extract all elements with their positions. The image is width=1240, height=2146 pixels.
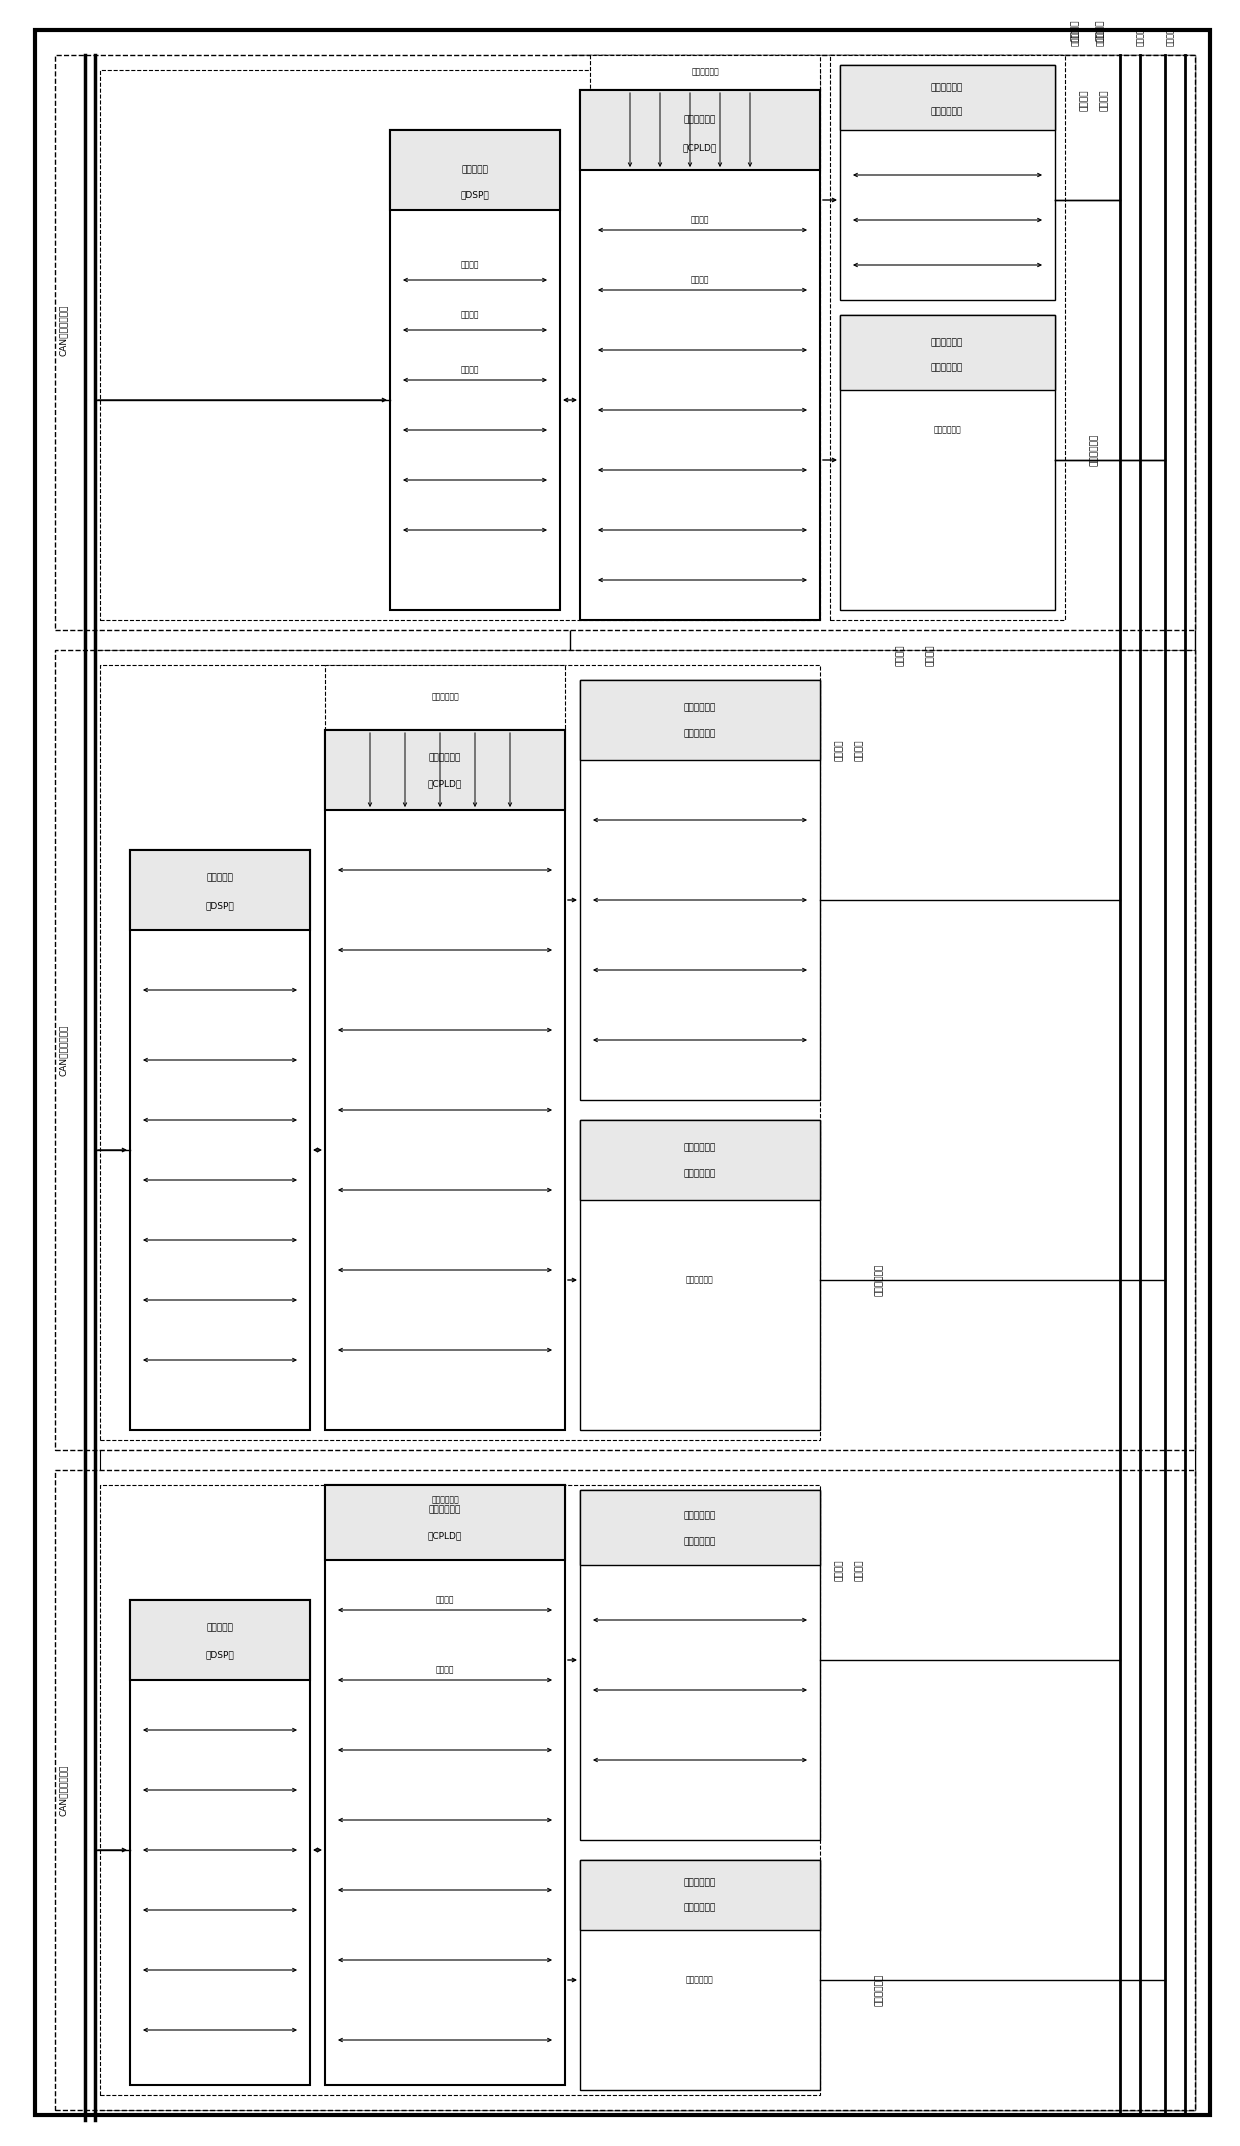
Bar bbox=[391, 131, 560, 609]
Text: 握手信号: 握手信号 bbox=[1136, 28, 1145, 47]
Text: CAN总线通信电路: CAN总线通信电路 bbox=[58, 1024, 67, 1075]
Text: 位置控制信号: 位置控制信号 bbox=[686, 1976, 714, 1985]
Text: CAN总线通信电路: CAN总线通信电路 bbox=[58, 1764, 67, 1816]
Bar bbox=[130, 1601, 310, 2086]
Bar bbox=[100, 665, 820, 1440]
Text: 逻辑处理电路: 逻辑处理电路 bbox=[429, 753, 461, 762]
Text: （隔离芯片）: （隔离芯片） bbox=[684, 1904, 717, 1912]
Text: CAN总线通信电路: CAN总线通信电路 bbox=[58, 305, 67, 356]
Bar bbox=[55, 650, 1195, 1451]
Text: 表决裁决信号: 表决裁决信号 bbox=[691, 67, 719, 77]
Text: 握手信号: 握手信号 bbox=[856, 738, 864, 760]
Text: 握手信号: 握手信号 bbox=[925, 644, 935, 665]
Text: 处理器电路: 处理器电路 bbox=[207, 1625, 233, 1633]
Text: 位置控制信号: 位置控制信号 bbox=[875, 1974, 884, 2007]
Text: 位置控制电路: 位置控制电路 bbox=[684, 1144, 717, 1152]
Bar bbox=[55, 56, 1195, 631]
Bar bbox=[580, 90, 820, 170]
Text: 数据信号: 数据信号 bbox=[435, 1594, 454, 1605]
Bar bbox=[580, 1861, 820, 2090]
Text: 位置控制电路: 位置控制电路 bbox=[684, 1878, 717, 1888]
Bar bbox=[839, 315, 1055, 391]
Text: 握手信号: 握手信号 bbox=[1100, 90, 1109, 112]
Bar bbox=[130, 850, 310, 1429]
Text: 表决裁决信号: 表决裁决信号 bbox=[432, 693, 459, 702]
Text: 表决裁决信号: 表决裁决信号 bbox=[432, 1496, 459, 1504]
Bar bbox=[590, 56, 820, 90]
Bar bbox=[55, 1470, 1195, 2110]
Text: （隔离芯片）: （隔离芯片） bbox=[684, 1170, 717, 1178]
Bar bbox=[325, 730, 565, 1429]
Text: 握手信号: 握手信号 bbox=[1070, 19, 1080, 41]
Bar bbox=[839, 64, 1055, 131]
Bar bbox=[580, 1861, 820, 1929]
Text: （CPLD）: （CPLD） bbox=[428, 1532, 463, 1541]
Bar bbox=[839, 64, 1055, 300]
Bar bbox=[580, 1120, 820, 1429]
Bar bbox=[580, 680, 820, 760]
Text: （DSP）: （DSP） bbox=[460, 191, 490, 200]
Bar bbox=[100, 650, 1195, 2110]
Text: （CPLD）: （CPLD） bbox=[428, 779, 463, 788]
Bar bbox=[100, 1485, 820, 2094]
Text: 逻辑处理电路: 逻辑处理电路 bbox=[684, 116, 717, 124]
Text: 处理器电路: 处理器电路 bbox=[207, 873, 233, 882]
Bar bbox=[580, 680, 820, 1101]
Bar bbox=[130, 1601, 310, 1680]
Text: 数据信号: 数据信号 bbox=[435, 1665, 454, 1674]
Text: 握手信号: 握手信号 bbox=[1095, 28, 1105, 47]
Text: （DSP）: （DSP） bbox=[206, 1650, 234, 1659]
Bar bbox=[830, 56, 1195, 631]
Text: （隔离芯片）: （隔离芯片） bbox=[684, 730, 717, 738]
Text: 数据信号: 数据信号 bbox=[461, 260, 479, 270]
Bar bbox=[325, 665, 565, 730]
Bar bbox=[580, 1489, 820, 1564]
Text: 握手信号: 握手信号 bbox=[835, 1560, 844, 1582]
Text: 握手信号: 握手信号 bbox=[1080, 90, 1089, 112]
Text: 握手信号: 握手信号 bbox=[1095, 19, 1105, 41]
Text: 位置控制信号: 位置控制信号 bbox=[1090, 433, 1099, 466]
Text: 握手信号电路: 握手信号电路 bbox=[931, 84, 963, 92]
Text: （隔离芯片）: （隔离芯片） bbox=[684, 1537, 717, 1547]
Text: 逻辑处理电路: 逻辑处理电路 bbox=[429, 1506, 461, 1515]
Bar bbox=[580, 1120, 820, 1200]
Bar bbox=[570, 56, 1195, 2110]
Bar bbox=[830, 56, 1065, 620]
Text: 表决信号: 表决信号 bbox=[691, 215, 709, 225]
Bar bbox=[325, 1485, 565, 2086]
Text: 位置控制电路: 位置控制电路 bbox=[931, 339, 963, 348]
Bar bbox=[580, 90, 820, 620]
Text: （隔离芯片）: （隔离芯片） bbox=[931, 363, 963, 373]
Text: （DSP）: （DSP） bbox=[206, 901, 234, 910]
Bar bbox=[391, 131, 560, 210]
Bar bbox=[325, 730, 565, 809]
Text: 位置控制信号: 位置控制信号 bbox=[686, 1275, 714, 1285]
Text: 处理器电路: 处理器电路 bbox=[461, 165, 489, 174]
Text: 表决信号: 表决信号 bbox=[691, 275, 709, 285]
Text: 握手信号: 握手信号 bbox=[835, 738, 844, 760]
Text: 握手信号: 握手信号 bbox=[856, 1560, 864, 1582]
Text: 数据信号: 数据信号 bbox=[461, 311, 479, 320]
Text: 位置控制信号: 位置控制信号 bbox=[934, 425, 961, 433]
Text: 握手信号: 握手信号 bbox=[1070, 28, 1080, 47]
Bar bbox=[580, 1489, 820, 1839]
Text: 位置控制信号: 位置控制信号 bbox=[875, 1264, 884, 1296]
Bar bbox=[325, 1485, 565, 1560]
Text: 握手信号: 握手信号 bbox=[1166, 28, 1174, 47]
Bar bbox=[130, 850, 310, 929]
Bar bbox=[839, 315, 1055, 609]
Text: 握手信号电路: 握手信号电路 bbox=[684, 1511, 717, 1522]
Text: 数据信号: 数据信号 bbox=[461, 365, 479, 376]
Text: 握手信号电路: 握手信号电路 bbox=[684, 704, 717, 712]
Bar bbox=[100, 71, 820, 620]
Text: 握手信号: 握手信号 bbox=[895, 644, 904, 665]
Text: （CPLD）: （CPLD） bbox=[683, 144, 717, 152]
Text: （隔离芯片）: （隔离芯片） bbox=[931, 107, 963, 116]
